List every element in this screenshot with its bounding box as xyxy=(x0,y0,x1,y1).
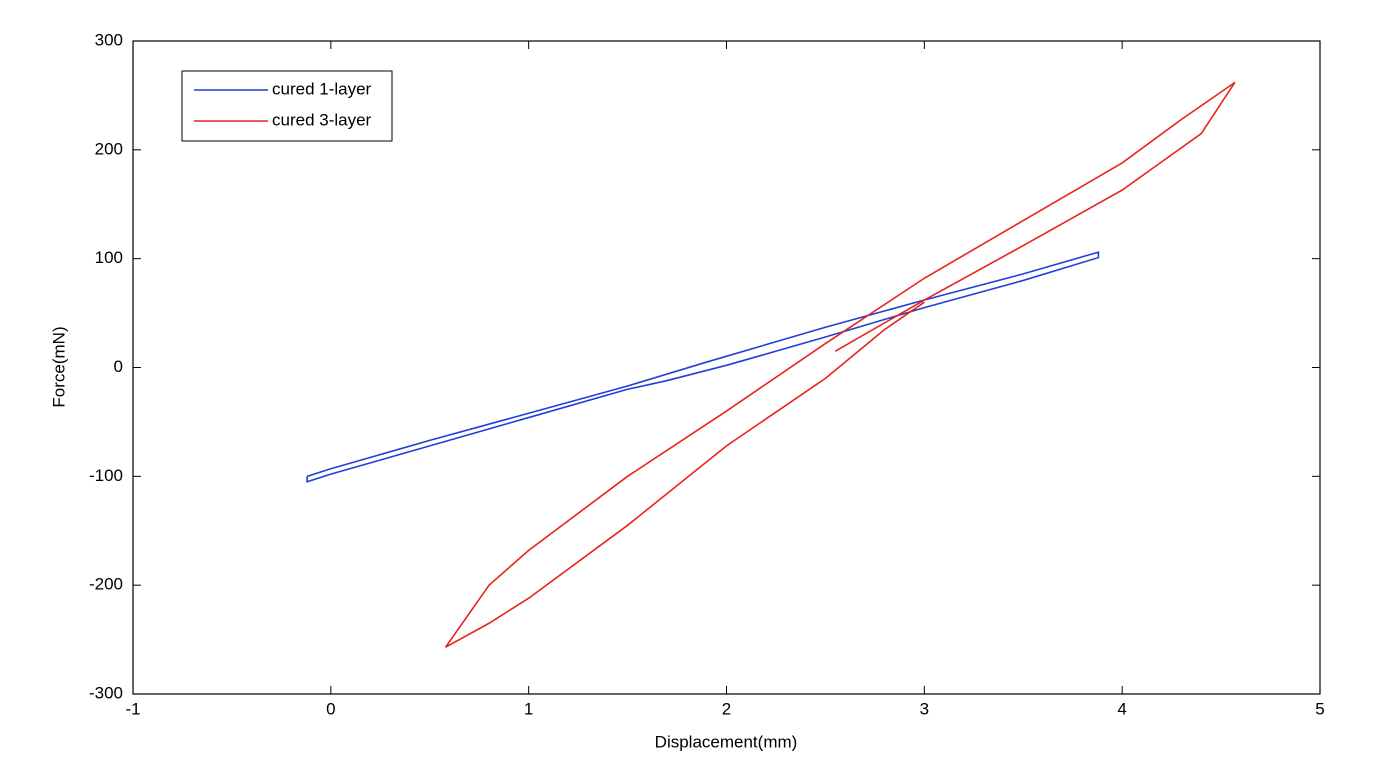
y-tick-label: -300 xyxy=(89,683,123,702)
y-tick-label: -100 xyxy=(89,466,123,485)
legend-label: cured 1-layer xyxy=(272,79,372,98)
x-tick-label: 4 xyxy=(1117,699,1126,718)
data-line xyxy=(306,251,1100,483)
legend-label: cured 3-layer xyxy=(272,110,372,129)
y-tick-label: 0 xyxy=(114,357,123,376)
data-line xyxy=(444,81,1236,648)
legend-box xyxy=(181,70,393,142)
y-tick-label: 300 xyxy=(95,30,123,49)
x-tick-label: 2 xyxy=(722,699,731,718)
y-tick-label: -200 xyxy=(89,575,123,594)
x-tick-label: 0 xyxy=(326,699,335,718)
x-tick-label: 1 xyxy=(524,699,533,718)
x-tick-label: 5 xyxy=(1315,699,1324,718)
y-tick-label: 200 xyxy=(95,139,123,158)
x-tick-label: 3 xyxy=(920,699,929,718)
y-tick-label: 100 xyxy=(95,248,123,267)
x-axis-label: Displacement(mm) xyxy=(655,732,798,751)
x-tick-label: -1 xyxy=(125,699,140,718)
y-axis-label: Force(mN) xyxy=(49,326,68,407)
